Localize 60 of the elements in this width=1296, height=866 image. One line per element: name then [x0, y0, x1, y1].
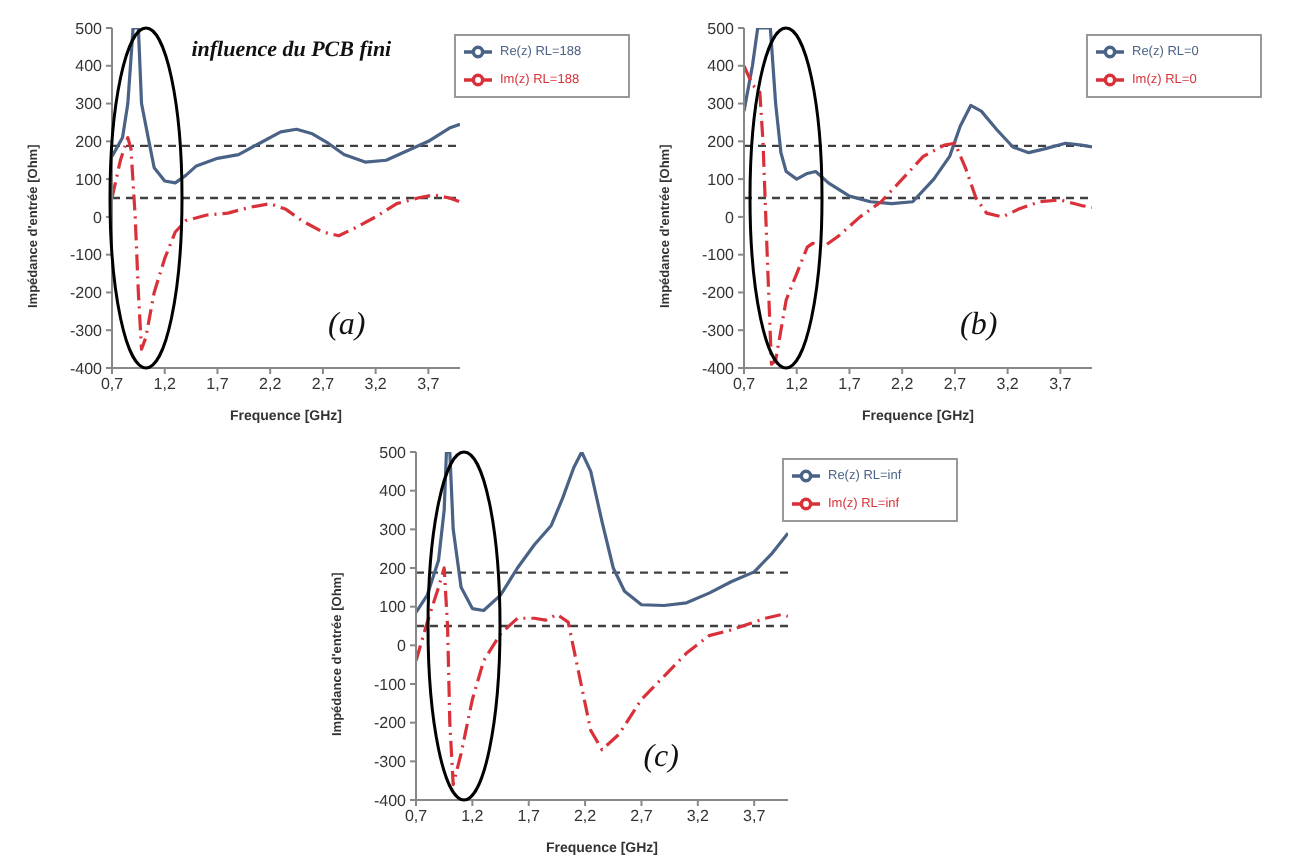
y-tick-label: 200	[75, 133, 104, 152]
x-tick-label: 3,7	[1049, 375, 1073, 394]
x-tick-label: 2,7	[943, 375, 968, 394]
y-tick-label: 500	[75, 19, 104, 38]
y-tick-label: -200	[69, 284, 104, 303]
x-tick-label: 0,7	[404, 807, 429, 826]
y-tick-label: 100	[707, 170, 736, 189]
x-tick-label: 1,7	[517, 807, 541, 826]
line-series	[112, 135, 460, 351]
y-tick-label: -400	[701, 359, 736, 378]
y-tick-label: 300	[379, 521, 408, 540]
annotation: (a)	[328, 308, 366, 345]
y-tick-label: 0	[725, 208, 736, 227]
y-tick-label: -400	[373, 791, 408, 810]
y-tick-label: -400	[69, 359, 104, 378]
x-tick-label: 1,2	[785, 375, 809, 394]
annotation: (c)	[643, 739, 679, 776]
x-tick-label: 1,2	[461, 807, 485, 826]
y-tick-label: 0	[397, 637, 408, 656]
y-tick-label: 200	[379, 559, 408, 578]
y-tick-label: -200	[373, 714, 408, 733]
y-tick-label: -100	[701, 246, 736, 265]
y-tick-label: -300	[701, 321, 736, 340]
y-tick-label: 300	[75, 95, 104, 114]
y-tick-label: 400	[707, 57, 736, 76]
x-tick-label: 3,2	[364, 375, 388, 394]
y-tick-label: -200	[701, 284, 736, 303]
y-tick-label: 400	[379, 482, 408, 501]
line-series	[416, 452, 788, 615]
x-tick-label: 0,7	[732, 375, 757, 394]
line-series	[112, 28, 460, 185]
x-tick-label: 2,7	[630, 807, 654, 826]
x-tick-label: 2,7	[311, 375, 336, 394]
x-tick-label: 2,2	[891, 375, 915, 394]
x-tick-label: 0,7	[100, 375, 125, 394]
x-tick-label: 3,2	[996, 375, 1020, 394]
y-tick-label: 0	[93, 208, 104, 227]
x-tick-label: 2,2	[259, 375, 283, 394]
y-tick-label: -300	[69, 321, 104, 340]
x-tick-label: 3,2	[686, 807, 711, 826]
y-tick-label: -300	[373, 753, 408, 772]
x-tick-label: 2,2	[573, 807, 598, 826]
line-series	[416, 566, 788, 787]
annotation: (b)	[960, 308, 998, 345]
y-tick-label: 300	[707, 95, 736, 114]
y-tick-label: -100	[69, 246, 104, 265]
line-series	[744, 28, 1092, 206]
y-tick-label: 500	[379, 443, 408, 462]
y-tick-label: 400	[75, 57, 104, 76]
y-tick-label: 100	[379, 598, 408, 617]
x-tick-label: 3,7	[417, 375, 441, 394]
y-tick-label: 200	[707, 133, 736, 152]
x-tick-label: 3,7	[743, 807, 767, 826]
x-tick-label: 1,7	[206, 375, 230, 394]
y-tick-label: 500	[707, 19, 736, 38]
x-tick-label: 1,7	[838, 375, 862, 394]
y-tick-label: -100	[373, 675, 408, 694]
annotation: influence du PCB fini	[191, 38, 392, 63]
y-tick-label: 100	[75, 170, 104, 189]
x-tick-label: 1,2	[153, 375, 177, 394]
